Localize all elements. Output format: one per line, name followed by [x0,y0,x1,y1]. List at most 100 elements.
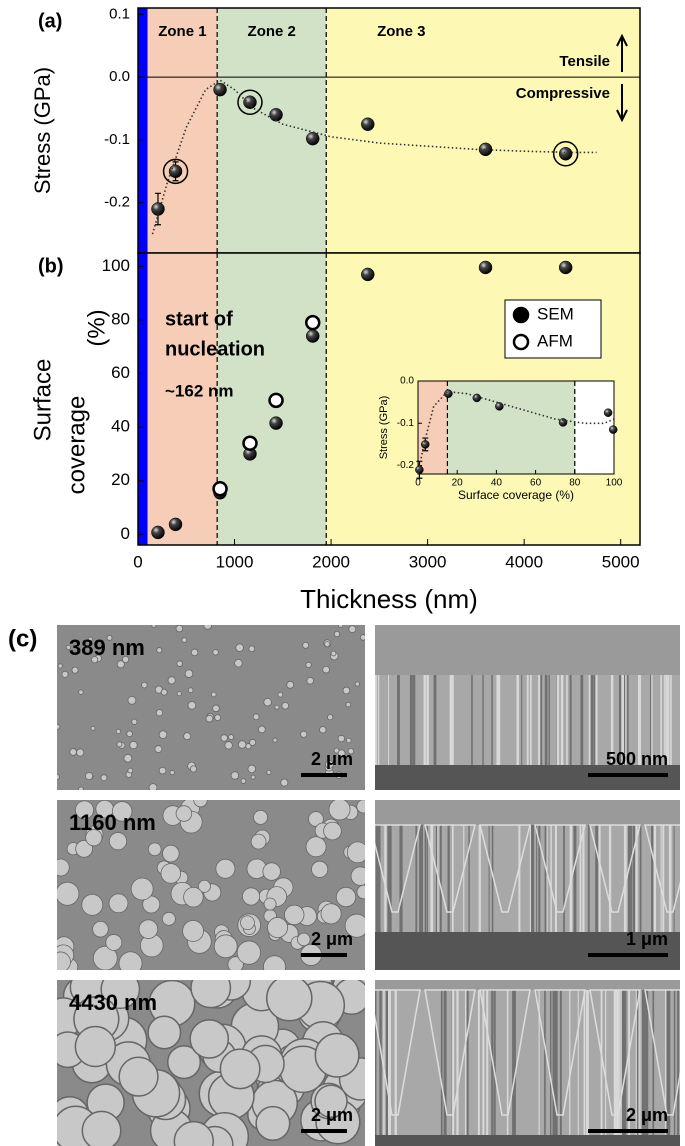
grain [327,714,332,719]
grain [119,952,142,975]
grain [325,642,330,647]
grain [264,698,272,706]
grain [346,738,351,743]
legend-marker [514,308,528,322]
point [243,96,256,109]
grain [267,917,287,937]
x-tick-label: 100 [606,478,623,489]
grain [236,644,244,652]
grain [240,916,254,930]
zone-label: Zone 2 [248,23,296,40]
grain [229,735,234,740]
zone [326,8,640,253]
grain [117,742,122,747]
y-tick-label: 0 [121,524,130,543]
legend-label: AFM [537,331,573,350]
point [361,268,374,281]
grain [204,622,212,630]
grain [79,690,84,695]
grain [109,894,128,913]
annotation: start of [165,308,233,330]
grain [101,775,107,781]
micrograph: 2 μm [370,980,685,1146]
y-axis-label: Stress (GPa) [30,67,55,194]
grain [109,832,126,849]
grain [188,701,196,709]
grain [331,651,336,656]
y-tick-label: -0.2 [397,460,415,471]
grain [127,731,133,737]
grain [281,779,288,786]
point [495,402,503,410]
grain [267,770,271,774]
grain [324,822,342,840]
scale-bar-label: 2 μm [626,1105,668,1125]
y-tick-label: -0.2 [104,194,130,211]
scale-bar [301,1129,347,1133]
scale-bar [588,1129,668,1133]
tile-label: 389 nm [69,635,145,660]
grain [124,754,132,762]
hollow-point [306,316,319,329]
scale-bar-label: 2 μm [311,929,353,949]
grain [185,670,193,678]
grain [214,935,237,958]
grain [306,837,326,857]
x-tick-label: 5000 [602,552,640,571]
grain [191,968,230,1007]
y-tick-label: 40 [111,417,130,436]
grain [351,867,370,886]
y-axis-label: Stress (GPa) [378,396,390,460]
point [361,118,374,131]
grain [141,682,147,688]
grain [338,623,343,628]
zone [418,381,447,474]
zone-label: Zone 3 [377,23,425,40]
grain [251,834,266,849]
point [169,518,182,531]
grain [213,650,219,656]
grain [315,1033,359,1077]
scale-bar [301,953,347,957]
grain [349,626,356,633]
grain [301,731,307,737]
grain [321,904,341,924]
grain [148,843,161,856]
grain [162,845,179,862]
point [214,83,227,96]
grain [106,934,122,950]
grain [184,733,191,740]
y-tick-label: 0.1 [109,5,130,22]
grain [250,739,256,745]
grain [297,933,310,946]
grain [54,774,59,779]
grain [152,624,156,628]
x-tick-label: 0 [133,552,142,571]
scale-bar [588,773,668,777]
zone [138,8,148,253]
point [479,261,492,274]
grain [334,631,339,636]
grain [184,887,204,907]
grain [249,646,255,652]
grain [131,878,153,900]
y-tick-label: 60 [111,363,130,382]
scale-bar-label: 500 nm [606,749,668,769]
grain [177,692,181,696]
grain [306,662,311,667]
figure: Zone 1Zone 2Zone 30.10.0-0.1-0.2(a)Stres… [0,0,685,1146]
grain [346,702,351,707]
y-tick-label: -0.1 [397,418,415,429]
grain [168,677,175,684]
legend-label: SEM [537,304,574,323]
x-tick-label: 2000 [312,552,350,571]
grain [82,894,103,915]
grain [275,705,279,709]
x-tick-label: 40 [491,478,503,489]
grain [225,742,233,750]
hollow-point [243,437,256,450]
grain [221,735,228,742]
grain [56,882,79,905]
grain [190,766,196,772]
grain [170,770,174,774]
